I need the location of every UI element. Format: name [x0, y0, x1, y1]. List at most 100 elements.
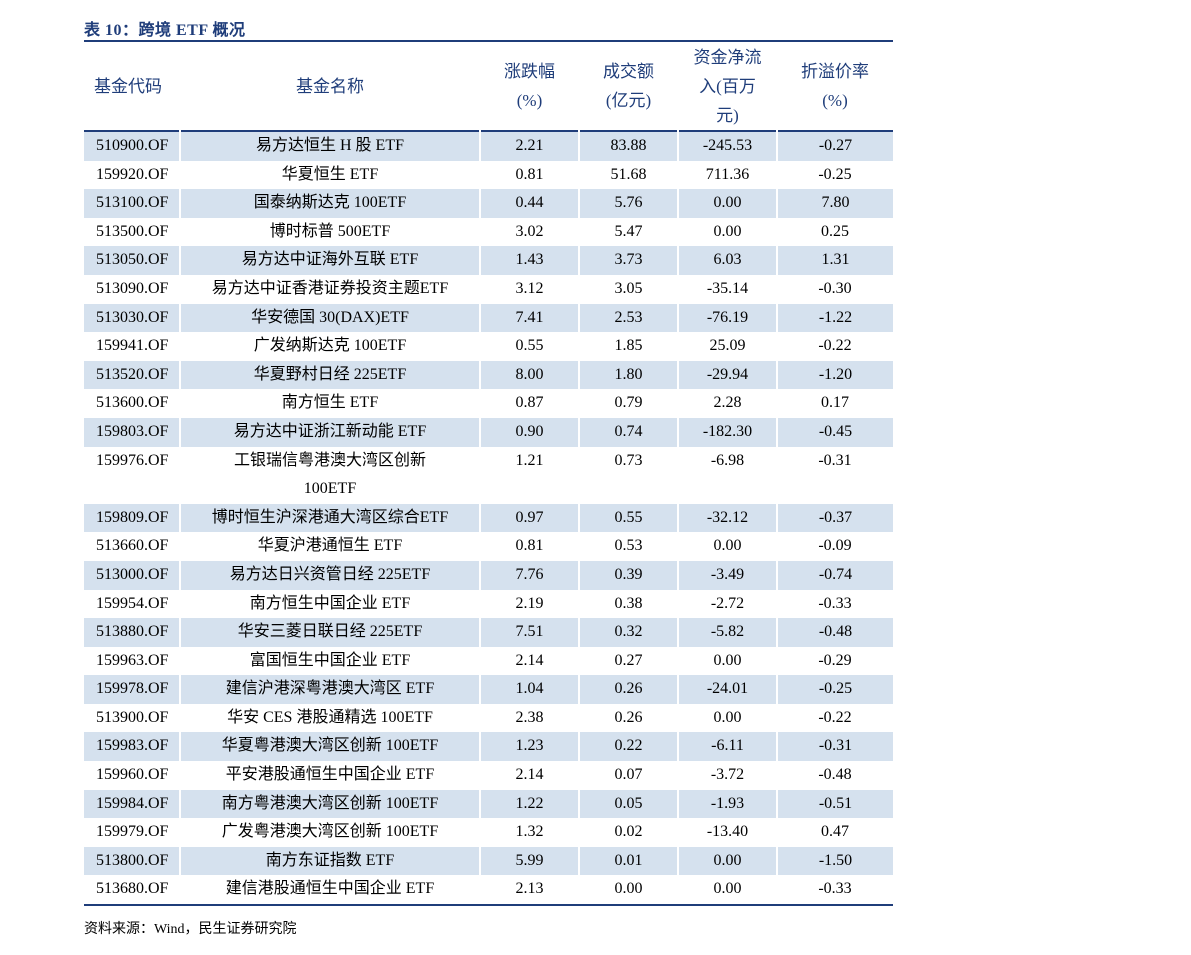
cell-code: 513660.OF — [96, 537, 169, 555]
table-row: 513500.OF 博时标普 500ETF 3.02 5.47 0.00 0.25 — [84, 218, 893, 247]
cell-flow: 0.00 — [677, 846, 777, 876]
cell-code: 159954.OF — [96, 594, 169, 612]
cell-premium: -0.25 — [776, 675, 893, 704]
cell-volume: 0.79 — [614, 394, 643, 412]
cell-name: 易方达中证浙江新动能 ETF — [179, 417, 480, 447]
cell-change: 7.51 — [479, 618, 579, 647]
cell-change: 7.41 — [479, 303, 579, 333]
cell-name: 广发粤港澳大湾区创新 100ETF — [221, 823, 439, 841]
cell-premium: -0.37 — [776, 503, 893, 533]
cell-name: 易方达中证海外互联 ETF — [179, 246, 480, 275]
cell-name: 华安三菱日联日经 225ETF — [179, 618, 480, 647]
cell-flow: 711.36 — [705, 165, 750, 183]
table-row: 159976.OF 工银瑞信粤港澳大湾区创新 100ETF 1.21 0.73 -6.98… — [84, 447, 893, 504]
cell-volume: 0.53 — [614, 537, 643, 555]
table-row: 159803.OF 易方达中证浙江新动能 ETF 0.90 0.74 -182.30 -0… — [84, 417, 893, 447]
cell-code: 513520.OF — [84, 360, 180, 390]
cell-volume: 0.26 — [578, 675, 678, 704]
cell-code: 513500.OF — [96, 222, 169, 240]
cell-code: 513900.OF — [96, 708, 169, 726]
cell-change: 2.21 — [479, 131, 579, 161]
cell-code: 159979.OF — [96, 823, 169, 841]
cell-change: 2.14 — [515, 651, 544, 669]
cell-flow: -6.98 — [710, 451, 745, 469]
cell-code: 513800.OF — [84, 846, 180, 876]
cell-volume: 0.05 — [578, 789, 678, 819]
cell-volume: 0.26 — [614, 708, 643, 726]
cell-flow: 6.03 — [677, 246, 777, 275]
cell-code: 513600.OF — [96, 394, 169, 412]
cell-volume: 0.27 — [614, 651, 643, 669]
cell-flow: -35.14 — [706, 279, 749, 297]
cell-change: 8.00 — [479, 360, 579, 390]
cell-volume: 0.39 — [578, 560, 678, 590]
table-row: 159809.OF 博时恒生沪深港通大湾区综合ETF 0.97 0.55 -32.12-… — [84, 503, 893, 533]
cell-volume: 0.07 — [614, 766, 643, 784]
cell-premium: -0.48 — [818, 766, 852, 784]
cell-premium: -0.31 — [818, 451, 852, 469]
cell-name: 建信港股通恒生中国企业 ETF — [225, 880, 435, 898]
table-row: 513880.OF 华安三菱日联日经 225ETF 7.51 0.32 -5.82 -0.… — [84, 618, 893, 647]
cell-change: 1.23 — [479, 732, 579, 762]
cell-change: 0.81 — [515, 537, 544, 555]
table-row: 513800.OF 南方东证指数 ETF 5.99 0.01 0.00 -1.50 — [84, 846, 893, 876]
cell-code: 513090.OF — [96, 279, 169, 297]
cell-code: 510900.OF — [84, 131, 180, 161]
cell-change: 2.14 — [515, 766, 544, 784]
cell-change: 0.55 — [515, 337, 544, 355]
table-row: 159920.OF 华夏恒生 ETF 0.81 51.68 711.36 -0.25 — [84, 161, 893, 190]
cell-volume: 2.53 — [578, 303, 678, 333]
cell-flow: 0.00 — [713, 222, 742, 240]
cell-flow: -13.40 — [706, 823, 749, 841]
cell-name: 易方达恒生 H 股 ETF — [179, 131, 480, 161]
cell-flow: -5.82 — [677, 618, 777, 647]
cell-volume: 1.80 — [578, 360, 678, 390]
cell-premium: -0.74 — [776, 560, 893, 590]
cell-change: 1.32 — [515, 823, 544, 841]
cell-premium: -1.20 — [776, 360, 893, 390]
cell-premium: -0.22 — [818, 337, 852, 355]
cell-flow: -245.53 — [677, 131, 777, 161]
cell-change: 3.02 — [515, 222, 544, 240]
source-note: 资料来源：Wind，民生证券研究院 — [84, 922, 297, 937]
cell-volume: 0.55 — [578, 503, 678, 533]
cell-name: 工银瑞信粤港澳大湾区创新 100ETF — [233, 451, 426, 498]
cell-premium: 0.17 — [821, 394, 849, 412]
cell-code: 513100.OF — [84, 189, 180, 218]
cell-name: 华安德国 30(DAX)ETF — [179, 303, 480, 333]
cell-name: 华夏沪港通恒生 ETF — [257, 537, 403, 555]
cell-premium: 0.47 — [821, 823, 849, 841]
header-premium: 折溢价率 (%) — [801, 62, 869, 110]
cell-name: 华安 CES 港股通精选 100ETF — [227, 708, 433, 726]
cell-premium: -1.50 — [776, 846, 893, 876]
cell-name: 南方恒生中国企业 ETF — [249, 594, 411, 612]
cell-name: 富国恒生中国企业 ETF — [249, 651, 411, 669]
cell-change: 3.12 — [515, 279, 544, 297]
cell-premium: -0.48 — [776, 618, 893, 647]
cell-code: 513680.OF — [96, 880, 169, 898]
cell-change: 0.97 — [479, 503, 579, 533]
cell-volume: 0.73 — [614, 451, 643, 469]
cell-premium: -1.22 — [776, 303, 893, 333]
cell-flow: -3.72 — [710, 766, 745, 784]
cell-name: 南方恒生 ETF — [281, 394, 379, 412]
cell-code: 159978.OF — [84, 675, 180, 704]
cell-flow: 0.00 — [713, 651, 742, 669]
cell-code: 513030.OF — [84, 303, 180, 333]
cell-change: 0.44 — [479, 189, 579, 218]
cell-volume: 0.74 — [578, 417, 678, 447]
cell-name: 博时恒生沪深港通大湾区综合ETF — [179, 503, 480, 533]
cell-name: 易方达日兴资管日经 225ETF — [179, 560, 480, 590]
cell-change: 1.22 — [479, 789, 579, 819]
cell-volume: 0.02 — [614, 823, 643, 841]
cell-premium: -0.31 — [776, 732, 893, 762]
cell-volume: 0.01 — [578, 846, 678, 876]
cell-name: 国泰纳斯达克 100ETF — [179, 189, 480, 218]
cell-premium: -0.51 — [776, 789, 893, 819]
etf-table: 基金代码 基金名称 涨跌幅 (%) 成交额 (亿元) 资金净流 入(百万 元) 折溢价率… — [84, 40, 893, 906]
cell-volume: 0.00 — [614, 880, 643, 898]
cell-code: 513000.OF — [84, 560, 180, 590]
cell-volume: 1.85 — [614, 337, 643, 355]
cell-code: 159809.OF — [84, 503, 180, 533]
etf-table-container: 基金代码 基金名称 涨跌幅 (%) 成交额 (亿元) 资金净流 入(百万 元) 折溢价率… — [84, 40, 893, 906]
